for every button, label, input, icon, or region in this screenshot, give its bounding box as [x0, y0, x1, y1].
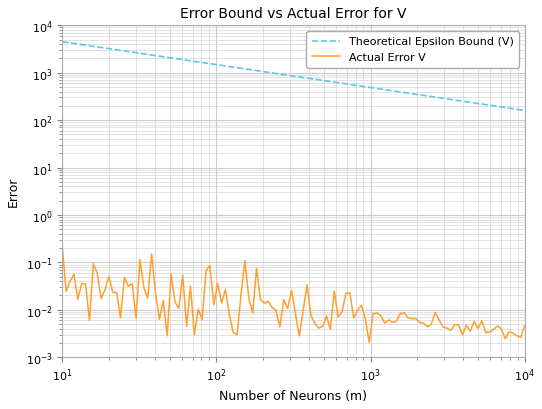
- Actual Error V: [183, 324, 190, 329]
- Legend: Theoretical Epsilon Bound (V), Actual Error V: Theoretical Epsilon Bound (V), Actual Er…: [306, 32, 519, 68]
- Theoretical Epsilon Bound (V): [59, 40, 66, 45]
- Actual Error V: [428, 322, 435, 327]
- Actual Error V: [521, 323, 528, 328]
- Line: Actual Error V: Actual Error V: [62, 247, 525, 342]
- Theoretical Epsilon Bound (V): [393, 90, 399, 94]
- Theoretical Epsilon Bound (V): [114, 48, 121, 53]
- Line: Theoretical Epsilon Bound (V): Theoretical Epsilon Bound (V): [62, 43, 525, 111]
- Actual Error V: [156, 317, 163, 322]
- Theoretical Epsilon Bound (V): [242, 67, 249, 72]
- Actual Error V: [382, 321, 388, 326]
- Theoretical Epsilon Bound (V): [521, 109, 528, 114]
- Theoretical Epsilon Bound (V): [395, 90, 402, 95]
- Title: Error Bound vs Actual Error for V: Error Bound vs Actual Error for V: [180, 7, 406, 21]
- Actual Error V: [366, 340, 372, 345]
- Theoretical Epsilon Bound (V): [210, 63, 216, 67]
- Actual Error V: [509, 331, 516, 336]
- Actual Error V: [59, 244, 66, 249]
- Y-axis label: Error: Error: [7, 177, 20, 207]
- X-axis label: Number of Neurons (m): Number of Neurons (m): [220, 389, 367, 402]
- Theoretical Epsilon Bound (V): [350, 83, 357, 88]
- Actual Error V: [315, 326, 322, 330]
